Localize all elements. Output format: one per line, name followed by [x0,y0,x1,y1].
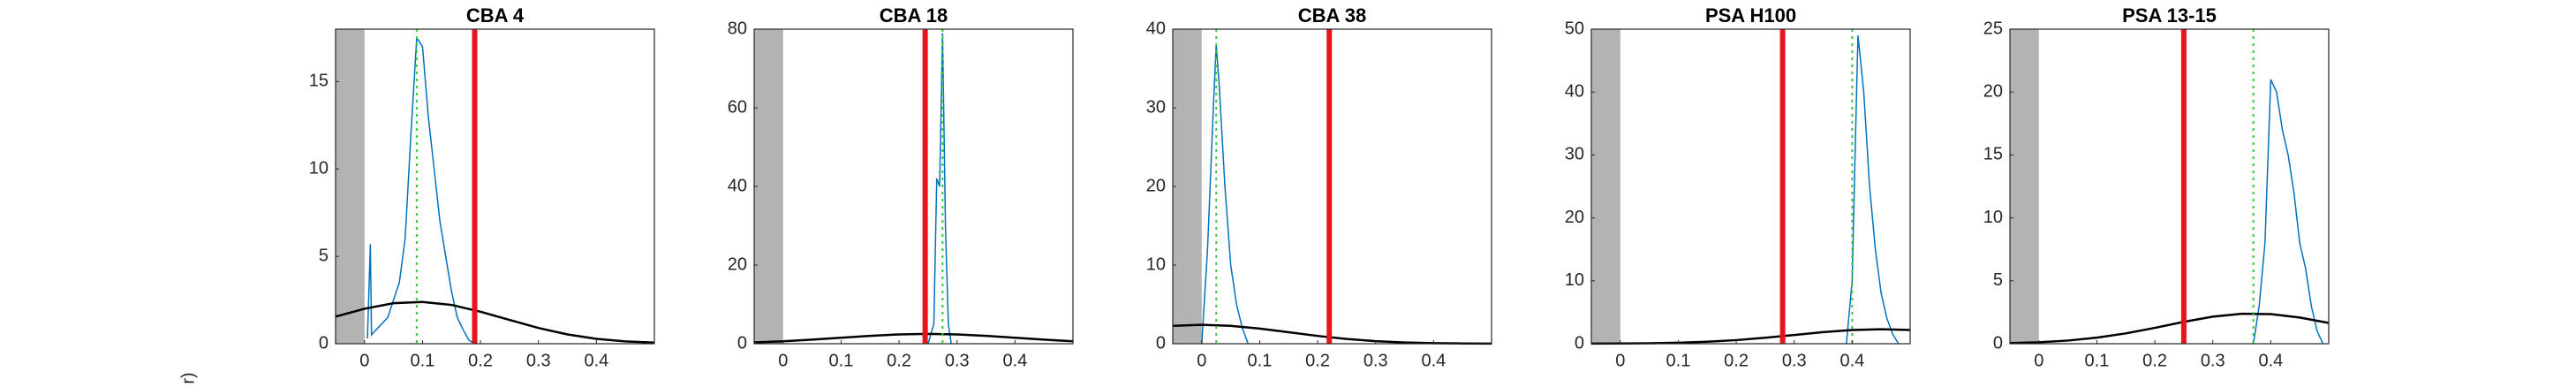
data-line [335,300,655,345]
x-tick-label: 0.4 [1002,351,1027,370]
y-tick-label: 50 [1565,19,1584,38]
shaded-region [1591,29,1620,344]
axes-box [335,28,655,345]
shaded-region [1173,29,1202,344]
chart-title: PSA H100 [1705,4,1796,27]
x-tick-label: 0.2 [887,351,911,370]
y-tick-label: 0 [1993,333,2003,353]
x-tick-label: 0.1 [1248,351,1273,370]
y-tick-label: 15 [309,72,329,91]
y-tick-label: 20 [1983,81,2003,101]
data-line [1846,35,1900,345]
data-line [366,35,475,345]
data-line [927,33,952,345]
data-line [753,332,1074,344]
chart-title: PSA 13-15 [2122,4,2217,27]
plot-background [1173,29,1492,344]
x-tick-label: 0.3 [1782,351,1807,370]
plot-background [336,29,654,344]
x-tick-label: 0.1 [2085,351,2110,370]
axes-box [2009,28,2330,345]
x-tick-label: 0.1 [411,351,435,370]
x-tick-label: 0.3 [526,351,551,370]
x-tick-label: 0.3 [1364,351,1388,370]
y-tick-label: 10 [1983,208,2003,227]
y-tick-label: 20 [1146,176,1166,195]
y-tick-label: 40 [728,176,747,195]
x-tick-label: 0 [1197,351,1206,370]
x-tick-label: 0.4 [584,351,608,370]
y-tick-label: 10 [1146,254,1166,274]
y-tick-label: 10 [309,159,329,178]
plot-background [754,29,1073,344]
shaded-region [2010,29,2039,344]
y-tick-label: 10 [1565,270,1584,290]
chart-title: CBA 18 [880,4,948,27]
plot-background [2010,29,2329,344]
y-tick-label: 0 [319,333,329,353]
y-tick-label: 40 [1565,81,1584,101]
data-line [2252,79,2324,345]
shaded-region [336,29,365,344]
x-tick-label: 0.4 [2258,351,2283,370]
y-tick-label: 0 [737,333,747,353]
chart-title: CBA 4 [466,4,525,27]
y-tick-label: 5 [1993,270,2003,290]
y-tick-label: 30 [1146,97,1166,117]
y-tick-label: 20 [1565,208,1584,227]
y-tick-label: 0 [1156,333,1166,353]
axes-box [1590,28,1911,345]
cropped-axis-label: r) [178,372,198,383]
y-tick-label: 25 [1983,19,2003,38]
x-tick-label: 0.1 [829,351,854,370]
x-tick-label: 0.2 [468,351,493,370]
y-tick-label: 15 [1983,145,2003,164]
y-tick-label: 60 [728,97,747,117]
x-tick-label: 0 [359,351,369,370]
x-tick-label: 0.3 [945,351,970,370]
x-tick-label: 0.2 [1305,351,1330,370]
x-tick-label: 0.3 [2201,351,2225,370]
x-tick-label: 0.4 [1839,351,1864,370]
data-line [1201,44,1250,345]
x-tick-label: 0.1 [1666,351,1691,370]
y-tick-label: 30 [1565,145,1584,164]
y-tick-label: 20 [728,254,747,274]
x-tick-label: 0.2 [1724,351,1749,370]
y-tick-label: 80 [728,19,747,38]
x-tick-label: 0 [1615,351,1625,370]
x-tick-label: 0 [778,351,788,370]
y-tick-label: 0 [1575,333,1584,353]
x-tick-label: 0.4 [1421,351,1446,370]
y-tick-label: 40 [1146,19,1166,38]
shaded-region [754,29,783,344]
x-tick-label: 0.2 [2142,351,2167,370]
y-tick-label: 5 [319,246,329,265]
data-line [2009,312,2330,345]
x-tick-label: 0 [2034,351,2043,370]
chart-title: CBA 38 [1298,4,1366,27]
